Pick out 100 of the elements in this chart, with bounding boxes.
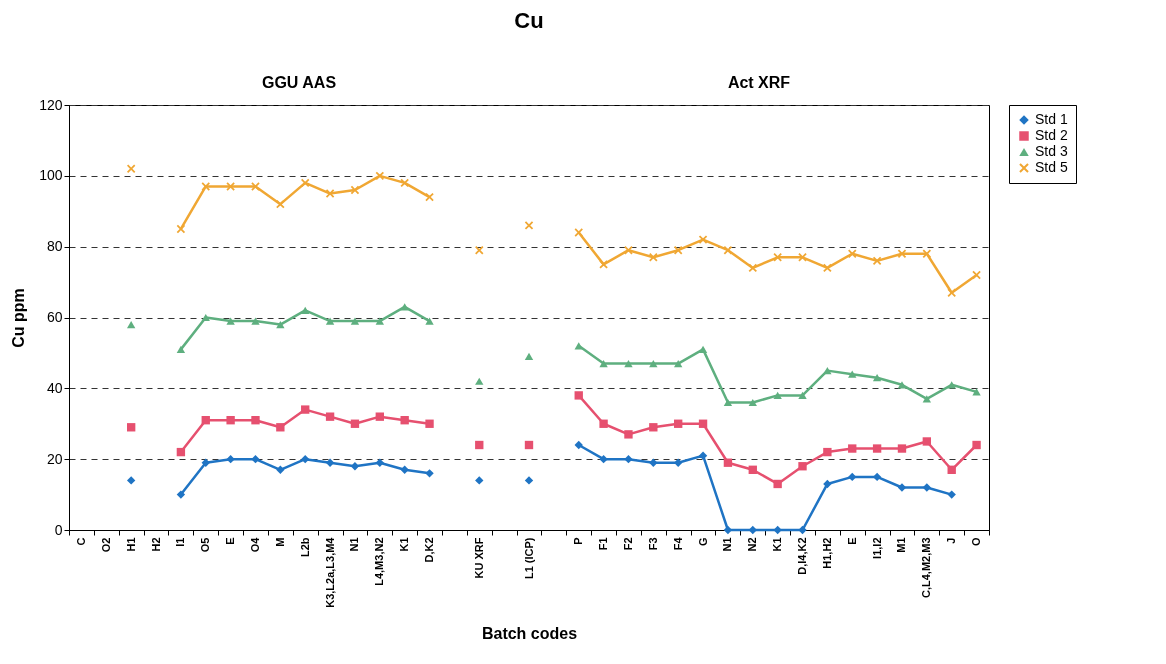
point	[922, 437, 932, 446]
x-tick-label: D,K2	[423, 537, 436, 563]
point	[574, 391, 583, 400]
x-tick-label: L2b	[298, 537, 311, 558]
point	[276, 320, 285, 329]
point	[475, 246, 484, 255]
x-tick-label: O4	[248, 536, 261, 553]
point	[798, 525, 807, 535]
point	[201, 416, 210, 425]
point	[325, 412, 335, 421]
point	[624, 454, 633, 464]
legend-label: Std 1	[1035, 111, 1068, 127]
point	[425, 469, 434, 478]
point	[176, 447, 186, 457]
point	[201, 313, 210, 322]
point	[897, 381, 907, 389]
point	[922, 483, 932, 492]
point	[947, 465, 956, 474]
point	[723, 246, 733, 255]
point	[126, 423, 136, 432]
point	[947, 288, 956, 297]
x-tick-label: F2	[621, 537, 634, 551]
y-tick-label: 60	[46, 309, 63, 325]
point	[574, 440, 583, 450]
point	[748, 525, 757, 535]
point	[848, 249, 857, 258]
x-tick-label: D,I4,K2	[796, 537, 809, 575]
point	[301, 178, 310, 188]
point	[897, 483, 907, 492]
point	[599, 260, 608, 269]
point	[872, 444, 882, 453]
point	[848, 472, 857, 482]
point	[599, 419, 608, 428]
point	[201, 182, 210, 191]
point	[251, 416, 260, 425]
x-tick-label: J	[945, 537, 958, 544]
x-tick-label: G	[696, 537, 709, 547]
point	[773, 525, 782, 535]
point	[276, 199, 285, 209]
x-tick-label: O5	[199, 537, 212, 553]
point	[823, 367, 832, 375]
x-tick-label: F1	[597, 537, 610, 551]
point	[475, 377, 484, 385]
point	[301, 454, 310, 464]
point	[624, 430, 633, 439]
x-tick-label: L1 (ICP)	[522, 537, 535, 580]
x-tick-label: C,L4,M2,M3	[920, 537, 933, 599]
point	[848, 444, 857, 453]
x-tick-label: K1	[771, 537, 784, 552]
point	[897, 249, 907, 258]
text: Act XRF	[727, 74, 791, 91]
point	[400, 178, 409, 188]
point	[574, 228, 583, 237]
point	[972, 440, 981, 450]
point	[400, 465, 409, 474]
point	[475, 440, 484, 450]
x-tick-label: H2	[149, 537, 162, 552]
x-tick-label: M	[273, 537, 286, 547]
point	[624, 359, 633, 368]
point	[674, 246, 683, 255]
point	[649, 253, 658, 262]
point	[897, 444, 907, 453]
point	[599, 454, 608, 464]
point	[748, 398, 757, 407]
point	[251, 317, 260, 325]
point	[325, 317, 335, 325]
x-tick-label: F3	[646, 537, 659, 551]
x-tick-label: I1	[174, 537, 187, 547]
x-tick-label: F4	[671, 536, 684, 551]
point	[823, 479, 832, 489]
y-tick-label: 80	[46, 238, 63, 255]
point	[126, 164, 136, 173]
point	[848, 370, 857, 378]
point	[649, 423, 658, 432]
x-tick-label: H1	[124, 537, 137, 552]
point	[350, 419, 360, 428]
y-tick-label: 0	[54, 521, 63, 538]
legend-label: Std 3	[1035, 143, 1068, 159]
y-tick-label: 40	[46, 379, 63, 396]
y-axis-title: Cu ppm	[10, 288, 28, 348]
point	[400, 416, 409, 425]
x-tick-label: K3,L2a,L3,M4	[323, 536, 336, 608]
point	[251, 454, 260, 464]
legend-label: Std 5	[1035, 159, 1068, 175]
point	[301, 405, 310, 414]
x-tick-label: K1	[398, 537, 411, 552]
point	[176, 345, 186, 353]
point	[773, 479, 782, 489]
point	[798, 391, 807, 400]
x-tick-label: O	[970, 537, 983, 547]
y-tick-label: 100	[39, 167, 63, 184]
point	[201, 458, 210, 467]
point	[599, 359, 608, 368]
point	[922, 249, 932, 258]
point	[325, 458, 335, 467]
point	[872, 256, 882, 266]
point	[947, 381, 956, 389]
x-tick-label: KU XRF	[472, 537, 485, 579]
point	[674, 458, 683, 467]
chart-title: Cu	[514, 8, 544, 33]
